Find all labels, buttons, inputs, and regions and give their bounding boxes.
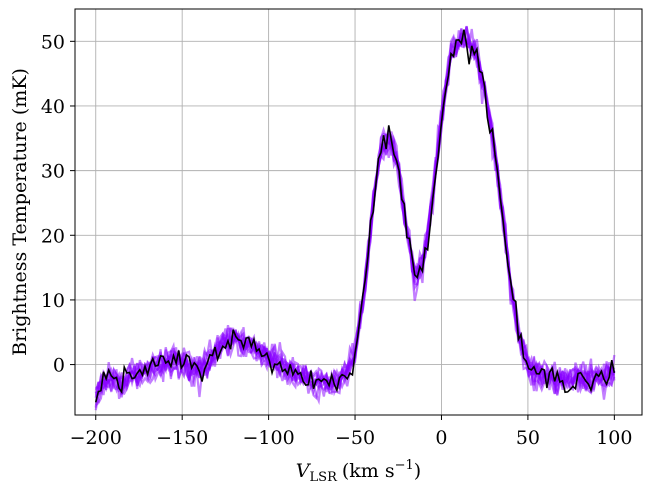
x-tick-label: 100: [596, 427, 632, 449]
x-tick-label: −200: [70, 427, 122, 449]
y-axis-label: Brightness Temperature (mK): [9, 68, 31, 356]
x-axis-label-unit: (km s: [342, 460, 395, 482]
x-tick-label: 0: [435, 427, 447, 449]
y-axis-ticks: 0 10 20 30 40 50: [41, 31, 75, 377]
y-tick-label: 40: [41, 96, 65, 118]
x-axis-ticks: −200 −150 −100 −50 0 50 100: [70, 415, 632, 449]
posterior-sample-line: [95, 37, 616, 400]
x-axis-label-close: ): [414, 460, 421, 482]
y-tick-label: 30: [41, 161, 65, 183]
x-tick-label: −50: [335, 427, 375, 449]
x-tick-label: −150: [156, 427, 208, 449]
y-tick-label: 50: [41, 31, 65, 53]
x-tick-label: −100: [243, 427, 295, 449]
x-axis-label: VLSR (km s−1): [296, 458, 421, 485]
observed-spectrum-line: [94, 29, 616, 403]
x-axis-label-superscript: −1: [395, 458, 414, 473]
grid-lines: [75, 9, 642, 415]
x-axis-label-symbol: V: [296, 460, 312, 482]
y-tick-label: 0: [53, 355, 65, 377]
observed-line: [94, 29, 616, 403]
x-axis-label-subscript: LSR: [310, 470, 339, 485]
y-tick-label: 10: [41, 290, 65, 312]
plot-frame: [74, 8, 643, 416]
y-tick-label: 20: [41, 225, 65, 247]
x-tick-label: 50: [516, 427, 540, 449]
